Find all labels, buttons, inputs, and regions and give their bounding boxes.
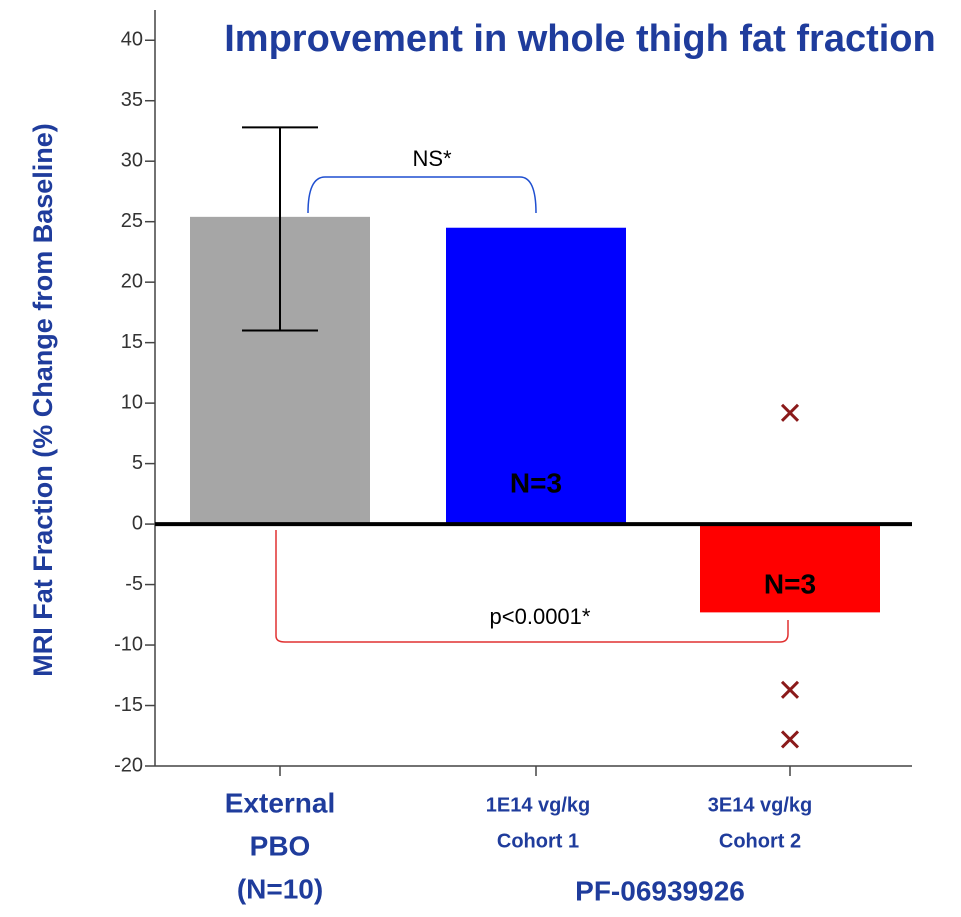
group-label: PF-06939926 bbox=[575, 875, 745, 906]
annotation: NS* bbox=[412, 146, 452, 171]
y-tick-label: 40 bbox=[121, 29, 143, 51]
point bbox=[780, 730, 800, 749]
y-tick-label: 5 bbox=[132, 452, 143, 474]
y-tick-label: 15 bbox=[121, 331, 143, 353]
y-tick-label: -5 bbox=[125, 573, 143, 595]
y-tick-label: -20 bbox=[114, 754, 143, 776]
y-tick-label: 30 bbox=[121, 149, 143, 171]
x-tick-label: 3E14 vg/kg bbox=[708, 794, 813, 816]
y-tick-label: -15 bbox=[114, 694, 143, 716]
y-tick-label: 0 bbox=[132, 512, 143, 534]
y-tick-label: 20 bbox=[121, 270, 143, 292]
annotation: p<0.0001* bbox=[490, 604, 591, 629]
point bbox=[780, 680, 800, 699]
x-tick-label: Cohort 2 bbox=[719, 830, 801, 852]
x-tick-label: (N=10) bbox=[237, 873, 323, 904]
x-tick-label: 1E14 vg/kg bbox=[486, 794, 591, 816]
y-axis-label: MRI Fat Fraction (% Change from Baseline… bbox=[28, 123, 58, 677]
y-tick-label: 35 bbox=[121, 89, 143, 111]
bar bbox=[446, 227, 626, 525]
bracket-p bbox=[275, 530, 789, 643]
x-tick-label: PBO bbox=[250, 830, 311, 861]
y-tick-label: 10 bbox=[121, 391, 143, 413]
n-label: N=3 bbox=[764, 568, 816, 599]
chart-title: Improvement in whole thigh fat fraction bbox=[224, 18, 936, 60]
y-tick-label: 25 bbox=[121, 210, 143, 232]
y-tick-label: -10 bbox=[114, 633, 143, 655]
bracket-ns bbox=[307, 176, 537, 214]
x-tick-label: External bbox=[225, 787, 336, 818]
bar bbox=[700, 524, 880, 613]
n-label: N=3 bbox=[510, 467, 562, 498]
x-tick-label: Cohort 1 bbox=[497, 830, 579, 852]
point bbox=[780, 403, 800, 422]
